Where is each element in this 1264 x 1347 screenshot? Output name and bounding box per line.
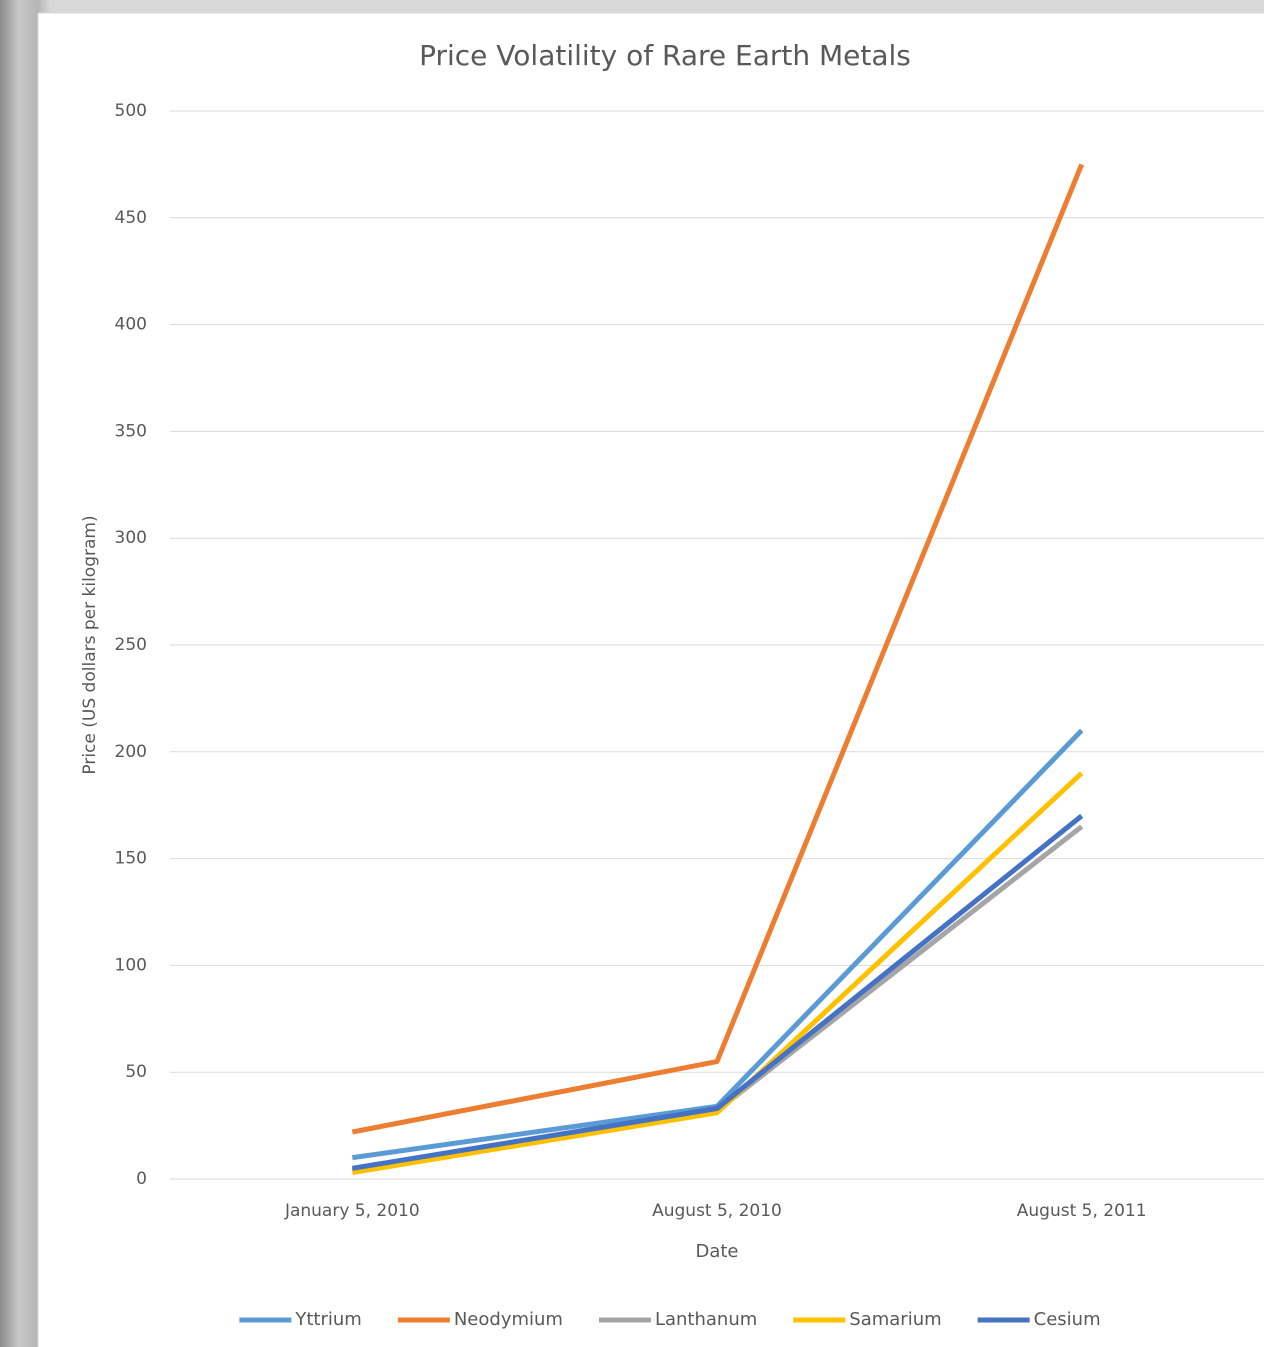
y-tick-label: 0	[136, 1169, 147, 1189]
y-tick-label: 250	[115, 635, 147, 655]
y-tick-label: 300	[115, 528, 147, 548]
y-tick-label: 200	[115, 742, 147, 762]
y-tick-label: 350	[115, 421, 147, 441]
x-tick-label: January 5, 2010	[284, 1201, 420, 1221]
chart-area	[38, 13, 1264, 1347]
y-tick-label: 500	[115, 101, 147, 121]
legend-label: Neodymium	[454, 1309, 563, 1330]
y-axis-title: Price (US dollars per kilogram)	[80, 515, 100, 774]
y-tick-label: 50	[125, 1062, 147, 1082]
y-tick-label: 150	[115, 849, 147, 869]
y-tick-label: 400	[115, 315, 147, 335]
y-tick-label: 100	[115, 955, 147, 975]
x-axis-title: Date	[695, 1241, 738, 1262]
legend-label: Lanthanum	[655, 1309, 757, 1330]
page: {"chart_data": {"type": "line", "title":…	[0, 0, 1264, 1347]
x-tick-label: August 5, 2010	[652, 1201, 782, 1221]
legend-label: Yttrium	[294, 1309, 361, 1330]
chart-title: Price Volatility of Rare Earth Metals	[419, 39, 911, 72]
chart: Price Volatility of Rare Earth Metals Pr…	[0, 0, 1264, 1347]
x-tick-label: August 5, 2011	[1017, 1201, 1147, 1221]
y-tick-label: 450	[115, 208, 147, 228]
legend-label: Cesium	[1034, 1309, 1101, 1330]
legend-label: Samarium	[849, 1309, 941, 1330]
